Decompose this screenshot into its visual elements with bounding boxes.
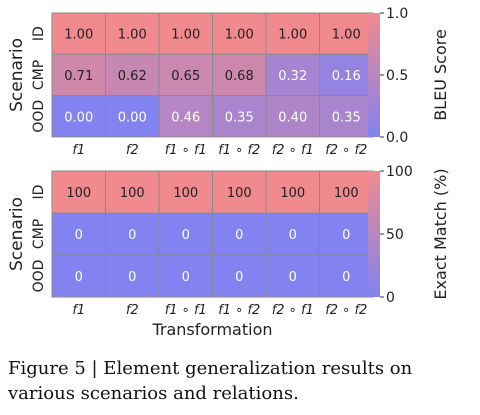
y-tick-label: ID	[31, 185, 47, 200]
cell-value-label: 0.62	[118, 69, 147, 84]
cell-value-label: 1.00	[278, 28, 307, 43]
y-axis-label: Scenario	[7, 38, 27, 112]
cell-value-label: 0	[289, 228, 297, 243]
cell-value-label: 1.00	[64, 28, 93, 43]
heatmap-cell	[51, 170, 106, 214]
heatmap-cell	[212, 170, 267, 214]
heatmap-cell	[158, 170, 213, 214]
heatmap-cell	[105, 12, 160, 55]
colorbar-tick-label: 0	[386, 290, 395, 306]
heatmap-cell	[105, 95, 160, 138]
cell-value-label: 0	[182, 228, 190, 243]
heatmap-cell	[51, 95, 106, 138]
cell-value-label: 0.68	[225, 69, 254, 84]
x-tick-label: f2 ∘ f1	[272, 143, 314, 158]
cell-value-label: 0.65	[171, 69, 200, 84]
x-tick-label: f1	[72, 303, 85, 318]
heatmap-cell	[319, 212, 374, 256]
cell-value-label: 0.40	[278, 110, 307, 125]
cell-value-label: 0.32	[278, 69, 307, 84]
heatmap-cell	[51, 254, 106, 298]
colorbar-tick-label: 50	[386, 227, 404, 243]
heatmap-cell	[158, 254, 213, 298]
y-tick-label: OOD	[31, 100, 47, 133]
y-tick-label: ID	[31, 26, 47, 41]
cell-value-label: 1.00	[332, 28, 361, 43]
colorbar-label: Exact Match (%)	[431, 168, 450, 299]
cell-value-label: 0	[342, 228, 350, 243]
cell-value-label: 0	[128, 228, 136, 243]
heatmap-cell	[319, 95, 374, 138]
y-axis-label: Scenario	[7, 197, 27, 271]
cell-value-label: 0	[342, 270, 350, 285]
x-tick-label: f1 ∘ f2	[218, 303, 260, 318]
cell-value-label: 1.00	[118, 28, 147, 43]
cell-value-label: 100	[334, 186, 359, 201]
x-tick-label: f1 ∘ f1	[165, 143, 207, 158]
x-tick-label: f2 ∘ f1	[272, 303, 314, 318]
heatmap-cell	[158, 12, 213, 55]
cell-value-label: 0.35	[332, 110, 361, 125]
heatmap-cell	[319, 170, 374, 214]
colorbar-tick-label: 1.0	[386, 6, 408, 22]
heatmap-cell	[51, 212, 106, 256]
heatmap-cell	[265, 254, 320, 298]
heatmap-cell	[265, 95, 320, 138]
cell-value-label: 0.46	[171, 110, 200, 125]
cell-value-label: 0.35	[225, 110, 254, 125]
colorbar	[368, 171, 380, 297]
y-tick-label: CMP	[31, 219, 47, 249]
cell-value-label: 1.00	[171, 28, 200, 43]
cell-value-label: 0.71	[64, 69, 93, 84]
figure-canvas: 1.00 1.00 1.00 1.00 1.00 1.000.71 0.62 0.65 0.68…	[7, 6, 450, 339]
cell-value-label: 0.00	[64, 110, 93, 125]
heatmap-cell	[212, 95, 267, 138]
cell-value-label: 0.00	[118, 110, 147, 125]
cell-value-label: 0	[235, 270, 243, 285]
x-tick-label: f2	[126, 143, 139, 158]
cell-value-label: 0	[289, 270, 297, 285]
colorbar	[368, 13, 380, 137]
cell-value-label: 100	[227, 186, 252, 201]
cell-value-label: 0.16	[332, 69, 361, 84]
x-axis-label: Transformation	[151, 320, 272, 339]
colorbar-tick-label: 0.5	[386, 68, 408, 84]
figure-caption: Figure 5 | Element generalization result…	[8, 358, 413, 404]
cell-value-label: 1.00	[225, 28, 254, 43]
cell-value-label: 0	[128, 270, 136, 285]
heatmap-cell	[51, 12, 106, 55]
colorbar-tick-label: 100	[386, 164, 413, 180]
cell-value-label: 0	[75, 270, 83, 285]
x-tick-label: f2 ∘ f2	[325, 303, 367, 318]
x-tick-label: f1 ∘ f1	[165, 303, 207, 318]
y-tick-label: OOD	[31, 260, 47, 293]
cell-value-label: 100	[120, 186, 145, 201]
cell-value-label: 0	[182, 270, 190, 285]
cell-value-label: 0	[235, 228, 243, 243]
x-tick-label: f1	[72, 143, 85, 158]
heatmap-cell	[319, 53, 374, 97]
heatmap-cell	[105, 53, 160, 97]
x-tick-label: f2	[126, 303, 139, 318]
colorbar-label: BLEU Score	[431, 29, 450, 121]
cell-value-label: 0	[75, 228, 83, 243]
cell-value-label: 100	[66, 186, 91, 201]
x-tick-label: f1 ∘ f2	[218, 143, 260, 158]
heatmap-cell	[212, 53, 267, 97]
cell-value-label: 100	[280, 186, 305, 201]
colorbar-tick-label: 0.0	[386, 130, 408, 146]
cell-value-label: 100	[173, 186, 198, 201]
heatmap-cell	[265, 212, 320, 256]
y-tick-label: CMP	[31, 60, 47, 90]
heatmap-cell	[265, 170, 320, 214]
heatmap-cell	[319, 12, 374, 55]
heatmap-cell	[105, 212, 160, 256]
x-tick-label: f2 ∘ f2	[325, 143, 367, 158]
